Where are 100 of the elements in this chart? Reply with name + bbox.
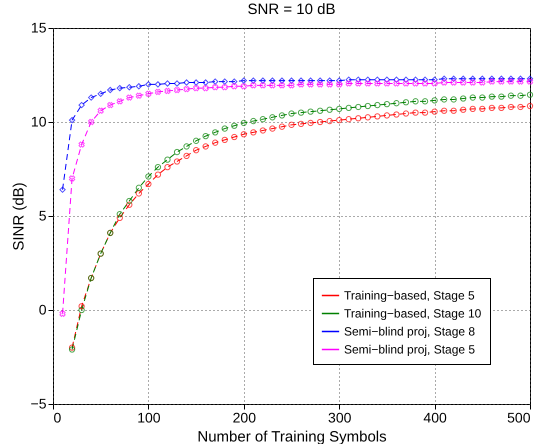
point [479,76,486,82]
point [479,94,486,101]
point [107,86,114,94]
x-tick-label: 100 [137,410,161,426]
point [126,94,132,101]
point [126,84,132,90]
y-tick-label: 5 [38,208,47,224]
point [336,116,342,124]
point [364,114,371,120]
point [68,175,76,182]
point [183,79,190,86]
point [498,78,504,85]
point [192,138,200,144]
x-tick-label: 500 [507,410,531,426]
x-tick-label: 0 [54,410,62,426]
point [88,94,94,101]
point [393,76,400,83]
point [98,90,104,97]
point [240,83,247,90]
point [250,129,256,136]
point [364,76,371,83]
legend-label: Training−based, Stage 5 [344,288,475,302]
point [298,77,304,84]
point [498,93,505,100]
point [154,81,162,88]
point [402,110,410,117]
point [68,116,76,124]
point [440,96,448,103]
point [517,78,524,85]
point [288,122,295,128]
point [355,104,362,110]
point [154,164,162,170]
point [288,82,295,88]
point [231,83,238,90]
point [412,76,419,83]
point [269,82,276,88]
point [355,115,362,122]
point [260,116,266,122]
point [183,143,190,150]
point [145,173,152,180]
point [116,98,123,104]
point [78,141,85,148]
point [498,104,505,112]
point [470,106,476,112]
point [307,77,314,84]
point [174,148,180,156]
point [260,127,266,134]
point [307,108,314,115]
y-axis-title: SINR (dB) [10,182,28,251]
point [450,76,457,82]
point [326,106,333,113]
point [440,108,448,114]
point [136,92,142,99]
point [346,104,352,112]
point [488,104,495,112]
point [116,214,123,222]
point [526,78,534,85]
point [412,80,419,87]
point [164,88,171,94]
point [498,76,505,82]
point [431,97,438,104]
point [517,76,524,82]
y-tick-label: 15 [30,20,47,36]
point [278,112,286,119]
point [212,140,218,146]
point [116,210,123,218]
point [374,113,381,120]
point [298,120,304,128]
point [470,76,476,82]
point [88,118,94,126]
point [431,76,438,83]
point [393,111,400,118]
point [316,108,324,114]
point [278,77,286,84]
point [240,120,247,126]
point [288,110,295,117]
point [346,80,352,87]
point [402,99,410,106]
legend-label: Semi−blind proj, Stage 5 [344,342,476,356]
point [508,78,514,85]
point [164,156,171,163]
point [336,106,342,112]
y-tick-label: −5 [30,396,47,412]
point [508,104,514,110]
point [460,76,466,82]
point [336,77,342,84]
point [136,190,142,197]
point [450,108,457,114]
point [126,202,132,208]
point [212,78,218,85]
point [470,94,476,101]
point [450,96,457,103]
point [517,92,524,99]
point [154,88,162,96]
point [364,102,371,110]
point [441,79,448,86]
point [402,80,410,87]
point [269,114,276,120]
point [412,109,419,116]
point [384,76,390,83]
